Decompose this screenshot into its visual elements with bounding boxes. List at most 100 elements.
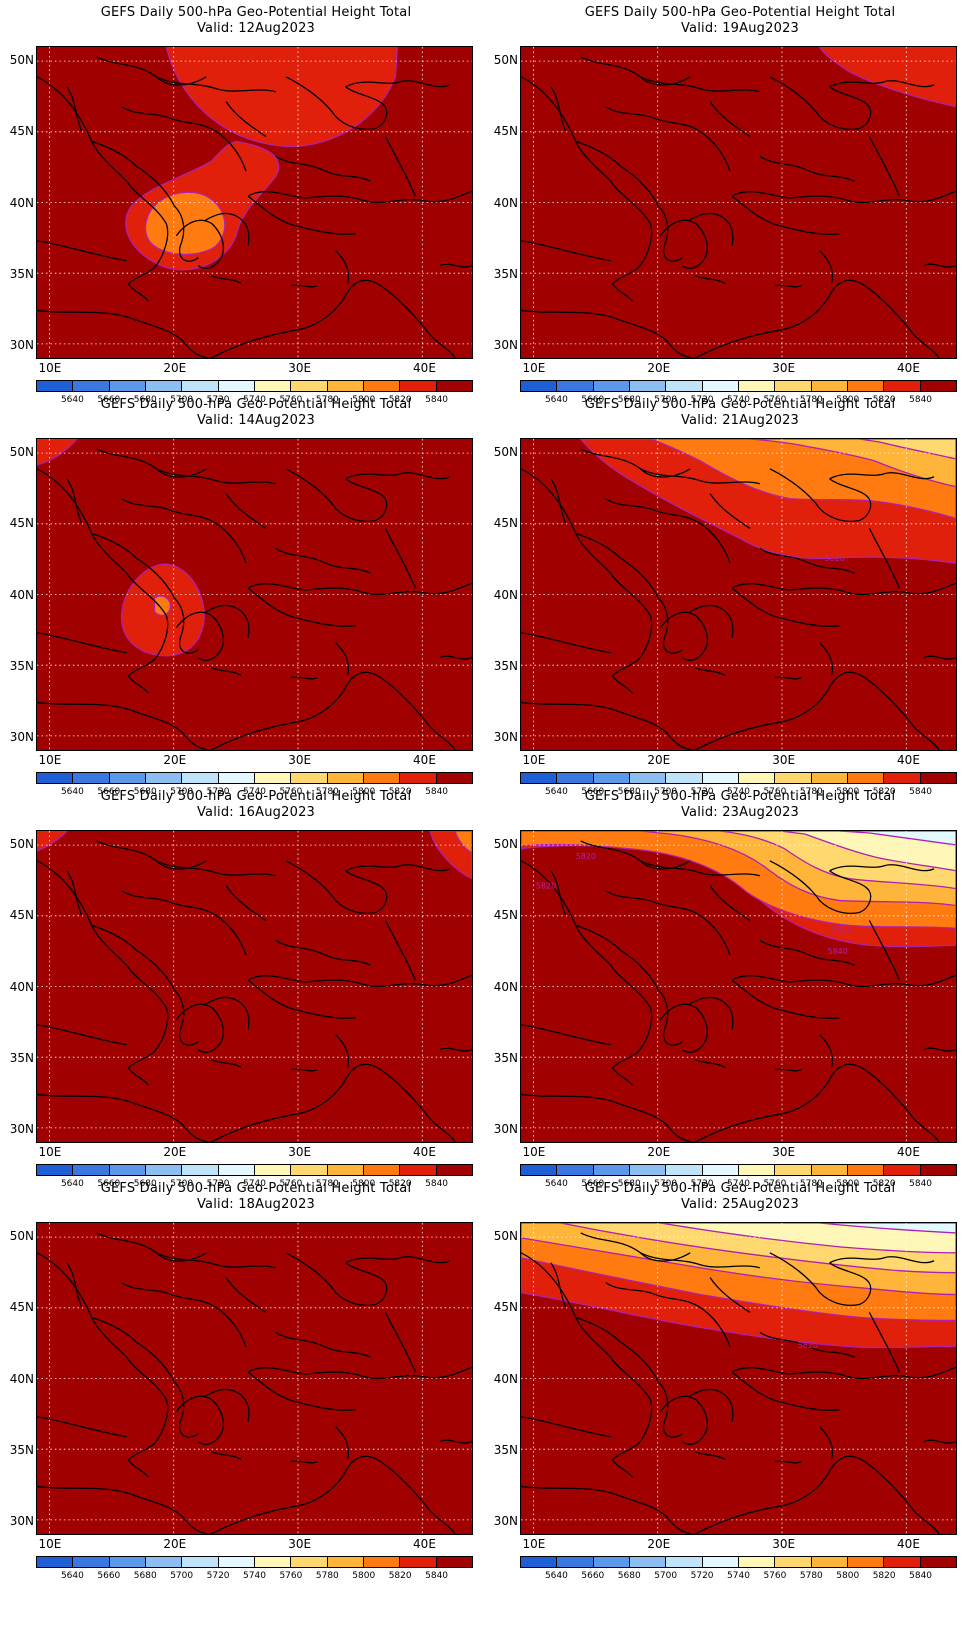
- colorbar-swatch: [363, 1165, 401, 1175]
- colorbar-swatch: [557, 381, 594, 391]
- latitude-tick-label: 35N: [9, 1050, 34, 1065]
- coastline-border: [121, 106, 247, 172]
- latitude-tick-label: 45N: [9, 516, 34, 531]
- longitude-tick-label: 30E: [288, 361, 312, 375]
- coastline-border: [225, 493, 267, 529]
- coastline-border: [687, 996, 734, 1030]
- latitude-tick-label: 50N: [9, 53, 34, 68]
- colorbar-label: 5820: [388, 787, 412, 797]
- coastline-border: [96, 56, 207, 86]
- coastline-border: [247, 195, 356, 235]
- coastline-border: [640, 76, 761, 93]
- colorbar-swatch: [254, 381, 292, 391]
- colorbar-label: 5740: [727, 1179, 750, 1189]
- coastline-border: [819, 1426, 834, 1460]
- coastline-border: [225, 885, 267, 921]
- colorbar-swatch: [593, 773, 630, 783]
- coastline-border: [247, 190, 472, 204]
- colorbar-swatch: [182, 1557, 219, 1567]
- coastline-border: [285, 76, 388, 130]
- colorbar-swatch: [521, 381, 558, 391]
- colorbar-label: 5720: [690, 1571, 714, 1581]
- colorbar-label: 5740: [243, 395, 266, 405]
- coastline-border: [96, 840, 207, 870]
- colorbar: [520, 1164, 957, 1176]
- colorbar-label: 5800: [352, 1179, 376, 1189]
- coastline-border: [37, 860, 169, 1086]
- latitude-tick-label: 30N: [9, 337, 34, 352]
- contour-value-label: 5820: [798, 1341, 818, 1350]
- colorbar-swatch: [291, 1557, 328, 1567]
- latitude-tick-label: 30N: [493, 1513, 518, 1528]
- height-contour-band: [819, 1223, 956, 1234]
- colorbar-swatch: [557, 1557, 594, 1567]
- colorbar-label: 5660: [581, 395, 605, 405]
- contour-value-label: 5820: [536, 882, 556, 891]
- colorbar-label: 5800: [836, 1571, 860, 1581]
- coastline-border: [759, 155, 855, 182]
- colorbar-label: 5660: [581, 1179, 605, 1189]
- coastline-border: [210, 1058, 242, 1069]
- latitude-tick-label: 35N: [493, 266, 518, 281]
- coastline-border: [66, 1262, 83, 1308]
- coastline-border: [868, 920, 900, 981]
- coastline-border: [91, 924, 199, 1046]
- colorbar-label: 5680: [617, 1179, 641, 1189]
- colorbar-swatch: [37, 381, 74, 391]
- coastline-border: [210, 671, 456, 750]
- colorbar-label: 5840: [909, 1571, 933, 1581]
- colorbar-swatch: [738, 1165, 776, 1175]
- colorbar-swatch: [400, 773, 437, 783]
- panel-title: GEFS Daily 500-hPa Geo-Potential Height …: [100, 397, 412, 412]
- coastline-border: [521, 1485, 696, 1534]
- coastline-border: [439, 1047, 472, 1052]
- latitude-tick-label: 40N: [493, 195, 518, 210]
- coastline-border: [659, 219, 709, 269]
- colorbar-swatch: [109, 1557, 146, 1567]
- colorbar-label: 5680: [617, 395, 641, 405]
- latitude-tick-label: 35N: [493, 1442, 518, 1457]
- coastline-border: [247, 979, 356, 1019]
- colorbar-swatch: [109, 773, 146, 783]
- coastline-border: [687, 604, 734, 638]
- colorbar-swatch: [666, 381, 703, 391]
- height-map: 5820: [520, 1222, 957, 1535]
- latitude-tick-label: 50N: [493, 1229, 518, 1244]
- colorbar-swatch: [593, 381, 630, 391]
- colorbar-label: 5800: [352, 787, 376, 797]
- colorbar-swatch: [218, 1557, 255, 1567]
- longitude-tick-label: 20E: [647, 1537, 671, 1551]
- coastline-border: [550, 870, 567, 916]
- colorbar: [36, 1556, 473, 1568]
- colorbar-label: 5720: [206, 1179, 230, 1189]
- coastline-border: [694, 274, 726, 285]
- colorbar-swatch: [291, 381, 328, 391]
- colorbar-swatch: [593, 1557, 630, 1567]
- coastline-border: [37, 468, 169, 694]
- longitude-tick-label: 40E: [897, 1145, 920, 1159]
- coastline-border: [605, 890, 731, 956]
- colorbar-swatch: [557, 1165, 594, 1175]
- longitude-tick-label: 20E: [163, 1537, 187, 1551]
- coastline-border: [335, 1034, 350, 1068]
- height-contour-band: [37, 831, 68, 852]
- colorbar-swatch: [775, 773, 812, 783]
- longitude-tick-label: 40E: [897, 753, 920, 767]
- coastline-border: [605, 498, 731, 564]
- coastline-border: [521, 76, 653, 302]
- colorbar-swatch: [666, 1557, 703, 1567]
- coastline-border: [819, 250, 834, 284]
- longitude-tick-label: 30E: [288, 1537, 312, 1551]
- longitude-tick-label: 10E: [38, 1537, 62, 1551]
- colorbar-label: 5760: [279, 395, 303, 405]
- coastline-border: [521, 1252, 653, 1478]
- colorbar-label: 5700: [654, 1571, 678, 1581]
- contour-value-label: 5820: [832, 925, 852, 934]
- coastline-border: [521, 1416, 611, 1438]
- coastline-border: [829, 1256, 935, 1264]
- colorbar-label: 5720: [206, 395, 230, 405]
- forecast-panel: GEFS Daily 500-hPa Geo-Potential Height …: [0, 1176, 480, 1586]
- colorbar-swatch: [629, 773, 667, 783]
- coastline-border: [247, 582, 472, 596]
